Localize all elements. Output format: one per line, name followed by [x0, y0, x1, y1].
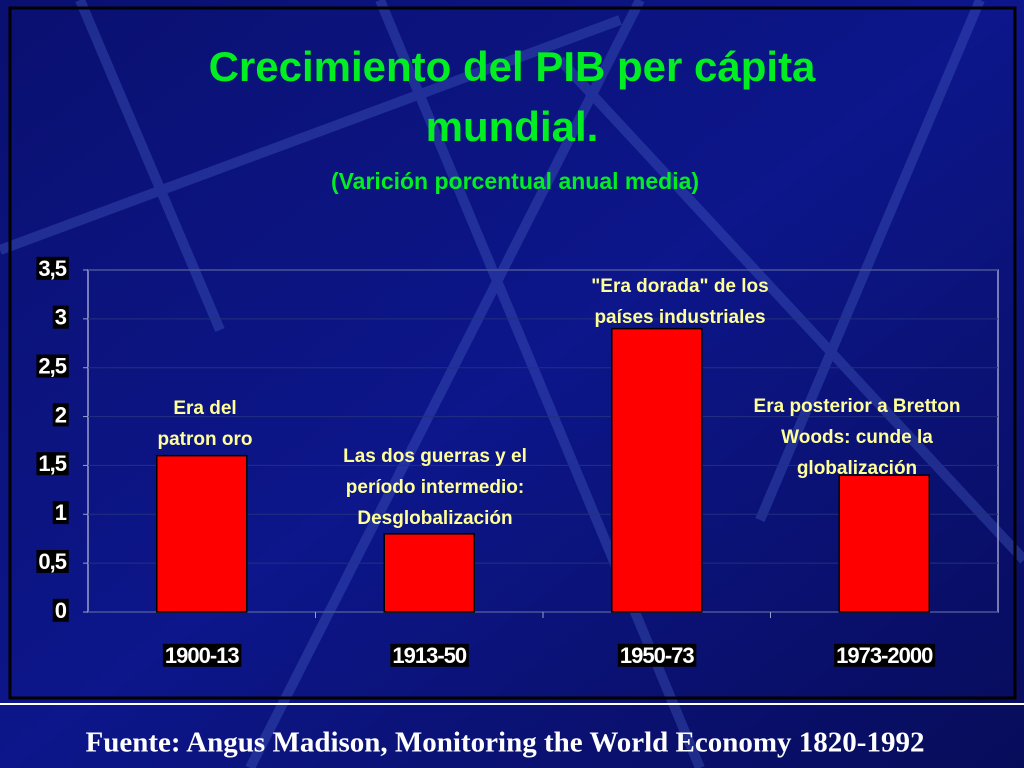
x-tick-label: 1950-73	[620, 643, 695, 668]
y-tick-label: 1,5	[38, 451, 66, 476]
bar	[838, 474, 930, 613]
annotation: "Era dorada" de los	[591, 276, 768, 297]
source-note: Fuente: Angus Madison, Monitoring the Wo…	[86, 727, 925, 759]
annotation: Las dos guerras y el	[343, 446, 527, 467]
plot: 0 0,5 1 1,5 2 2,5 3 3,5 1900-13 Era del patron oro…	[36, 256, 999, 668]
label-box	[52, 598, 69, 622]
annotation: período intermedio:	[346, 477, 524, 498]
label-box	[36, 452, 69, 476]
chart-frame	[8, 6, 1017, 700]
annotation: patron oro	[158, 429, 253, 450]
chart-subtitle: (Varición porcentual anual media)	[331, 168, 699, 194]
y-tick-label: 3	[55, 305, 67, 330]
annotation: Desglobalización	[357, 508, 512, 529]
y-tick-label: 0,5	[38, 549, 66, 574]
y-tick-label: 0	[55, 598, 67, 623]
label-box	[36, 354, 69, 378]
annotation: Era del	[173, 398, 236, 419]
y-tick-label: 1	[55, 500, 67, 525]
annotation: globalización	[797, 458, 917, 479]
bar	[383, 533, 475, 613]
label-box	[36, 549, 69, 573]
label-box	[834, 643, 936, 667]
x-tick-label: 1913-50	[392, 643, 467, 668]
annotation: Woods: cunde la	[781, 427, 933, 448]
bar	[611, 327, 703, 613]
chart-title: Crecimiento del PIB per cápita	[209, 43, 816, 90]
x-tick-label: 1973-2000	[836, 643, 933, 668]
annotation: Era posterior a Bretton	[754, 396, 961, 417]
y-tick-label: 2,5	[38, 354, 66, 379]
label-box	[52, 403, 69, 427]
chart-title: mundial.	[426, 103, 599, 150]
label-box	[52, 305, 69, 329]
annotation: países industriales	[594, 307, 765, 328]
bar	[156, 454, 248, 613]
label-box	[617, 643, 697, 667]
x-tick-label: 1900-13	[165, 643, 240, 668]
label-box	[36, 256, 69, 280]
label-box	[162, 643, 242, 667]
y-tick-label: 3,5	[38, 256, 66, 281]
y-tick-label: 2	[55, 402, 67, 427]
label-box	[390, 643, 469, 667]
label-box	[52, 501, 69, 525]
